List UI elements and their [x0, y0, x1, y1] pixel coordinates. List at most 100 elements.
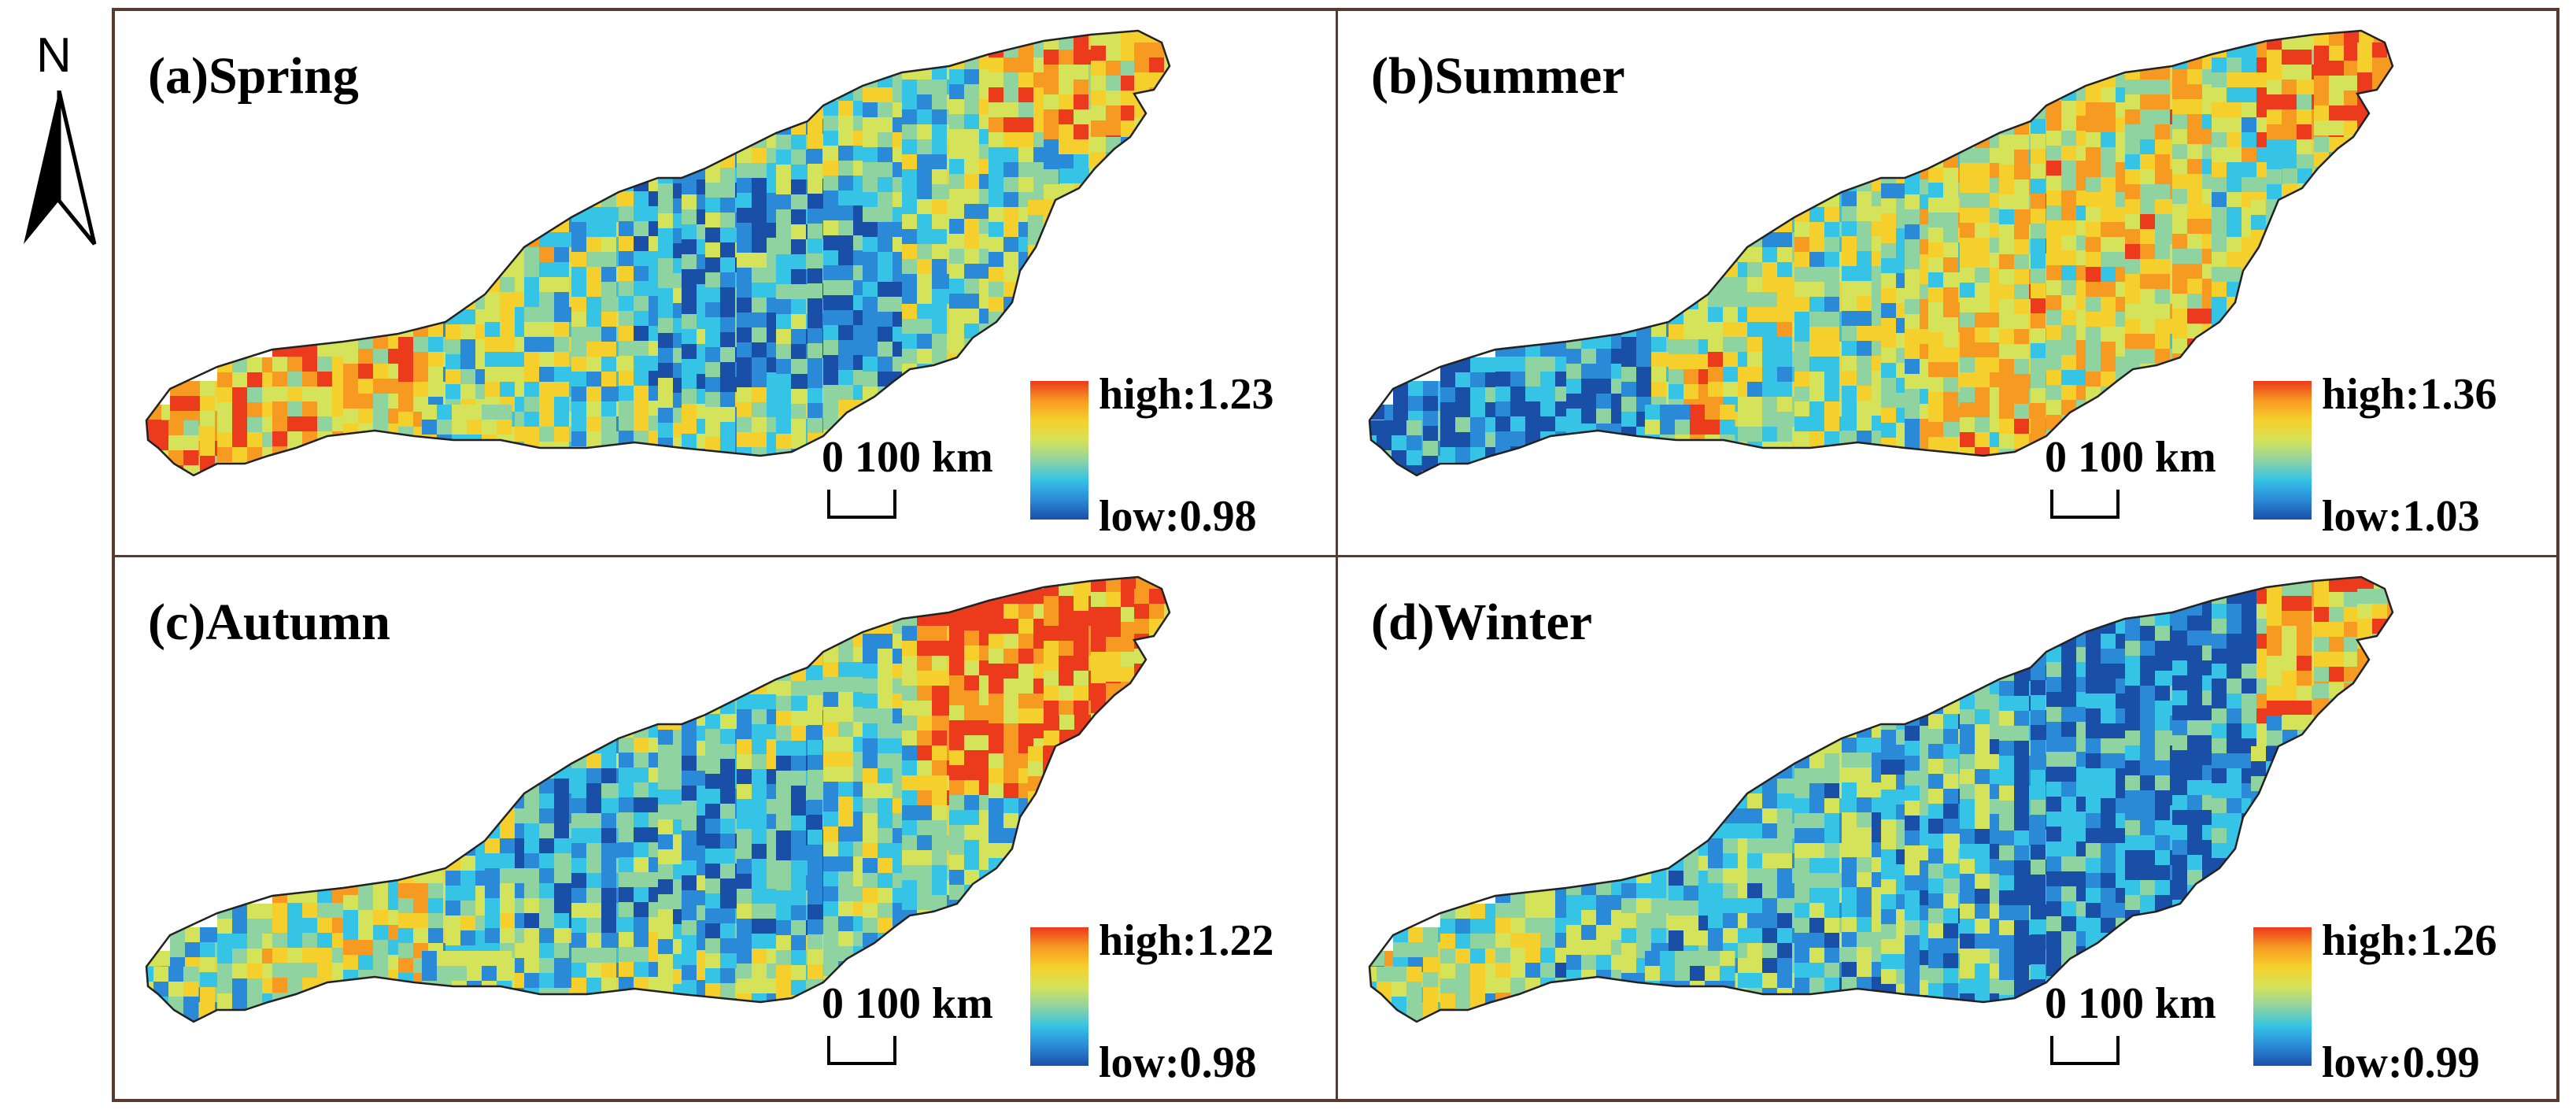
grid-cell	[741, 509, 757, 524]
grid-cell	[752, 163, 767, 179]
grid-cell	[1138, 446, 1154, 462]
grid-cell	[1022, 543, 1037, 555]
grid-cell	[1073, 215, 1088, 231]
grid-cell	[586, 342, 602, 357]
grid-cell	[287, 372, 303, 387]
grid-cell	[631, 491, 647, 507]
grid-cell	[1181, 300, 1196, 316]
grid-cell	[505, 474, 521, 475]
grid-cell	[752, 417, 767, 433]
grid-cell	[1058, 305, 1074, 320]
grid-cell	[917, 543, 933, 555]
grid-cell	[663, 505, 679, 521]
grid-cell	[902, 259, 918, 275]
grid-cell	[646, 521, 662, 537]
grid-cell	[1048, 342, 1064, 357]
grid-cell	[1091, 46, 1107, 61]
grid-cell	[737, 268, 752, 283]
grid-cell	[619, 371, 634, 387]
grid-cell	[838, 131, 854, 146]
grid-cell	[500, 501, 516, 517]
grid-cell	[776, 464, 792, 475]
grid-cell	[584, 472, 600, 475]
grid-cell	[682, 344, 697, 360]
grid-cell	[808, 478, 823, 494]
grid-cell	[673, 527, 689, 543]
grid-cell	[1138, 342, 1154, 357]
grid-cell	[691, 536, 707, 552]
grid-cell	[1073, 260, 1088, 276]
grid-cell	[838, 176, 854, 191]
grid-cell	[796, 552, 812, 555]
grid-cell	[767, 492, 782, 508]
grid-cell	[1178, 184, 1194, 200]
grid-cell	[586, 416, 602, 432]
grid-cell	[838, 190, 854, 206]
grid-cell	[332, 446, 348, 462]
grid-cell	[1043, 320, 1059, 335]
grid-cell	[682, 194, 697, 210]
grid-cell	[720, 362, 736, 378]
grid-cell	[989, 222, 1004, 238]
grid-cell	[693, 505, 709, 521]
grid-cell	[586, 222, 602, 238]
grid-cell	[1091, 76, 1107, 91]
grid-cell	[599, 457, 615, 472]
grid-cell	[560, 501, 575, 517]
grid-cell	[737, 537, 752, 553]
grid-cell	[992, 334, 1007, 350]
grid-cell	[977, 349, 992, 364]
grid-cell	[964, 324, 980, 339]
grid-cell	[810, 482, 826, 497]
grid-cell	[601, 327, 617, 342]
grid-cell	[554, 516, 570, 532]
grid-cell	[708, 520, 724, 536]
grid-cell	[1181, 120, 1196, 136]
grid-cell	[937, 491, 953, 507]
grid-cell	[539, 352, 555, 368]
grid-cell	[678, 550, 694, 555]
grid-cell	[343, 364, 359, 379]
grid-cell	[1149, 177, 1165, 193]
grid-cell	[554, 262, 570, 278]
grid-cell	[1181, 180, 1196, 196]
grid-cell	[1196, 180, 1211, 196]
grid-cell	[922, 491, 938, 507]
grid-cell	[1078, 192, 1094, 208]
grid-cell	[720, 227, 736, 243]
grid-cell	[964, 129, 980, 145]
grid-cell	[1033, 357, 1049, 372]
grid-cell	[705, 347, 721, 363]
grid-cell	[1003, 357, 1019, 372]
grid-cell	[902, 244, 918, 260]
grid-cell	[1134, 57, 1150, 73]
grid-cell	[693, 535, 709, 551]
grid-cell	[1078, 551, 1094, 555]
grid-cell	[1091, 240, 1107, 256]
grid-cell	[791, 194, 807, 210]
grid-cell	[1018, 551, 1034, 555]
grid-cell	[826, 552, 842, 555]
grid-cell	[445, 339, 461, 355]
grid-cell	[500, 352, 516, 368]
grid-cell	[317, 446, 333, 462]
grid-cell	[1225, 31, 1241, 46]
grid-cell	[962, 379, 978, 394]
grid-cell	[711, 538, 727, 554]
grid-cell	[1163, 259, 1170, 275]
grid-cell	[1153, 297, 1169, 313]
grid-cell	[460, 474, 476, 475]
grid-cell	[1153, 117, 1169, 133]
grid-cell	[678, 520, 694, 536]
grid-cell	[964, 189, 980, 205]
grid-cell	[932, 229, 948, 245]
grid-cell	[1138, 267, 1154, 283]
grid-cell	[1106, 300, 1122, 316]
grid-cell	[571, 416, 587, 432]
grid-cell	[962, 349, 978, 364]
grid-cell	[1033, 297, 1049, 313]
grid-cell	[1210, 225, 1226, 241]
grid-cell	[1039, 279, 1055, 294]
grid-cell	[878, 117, 893, 133]
grid-cell	[776, 165, 792, 180]
